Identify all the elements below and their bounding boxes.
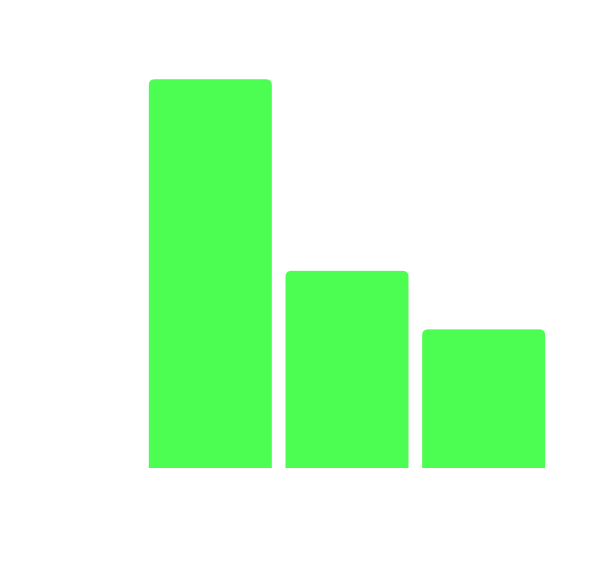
bar <box>422 329 546 468</box>
bar <box>148 79 272 468</box>
bar <box>285 270 409 468</box>
